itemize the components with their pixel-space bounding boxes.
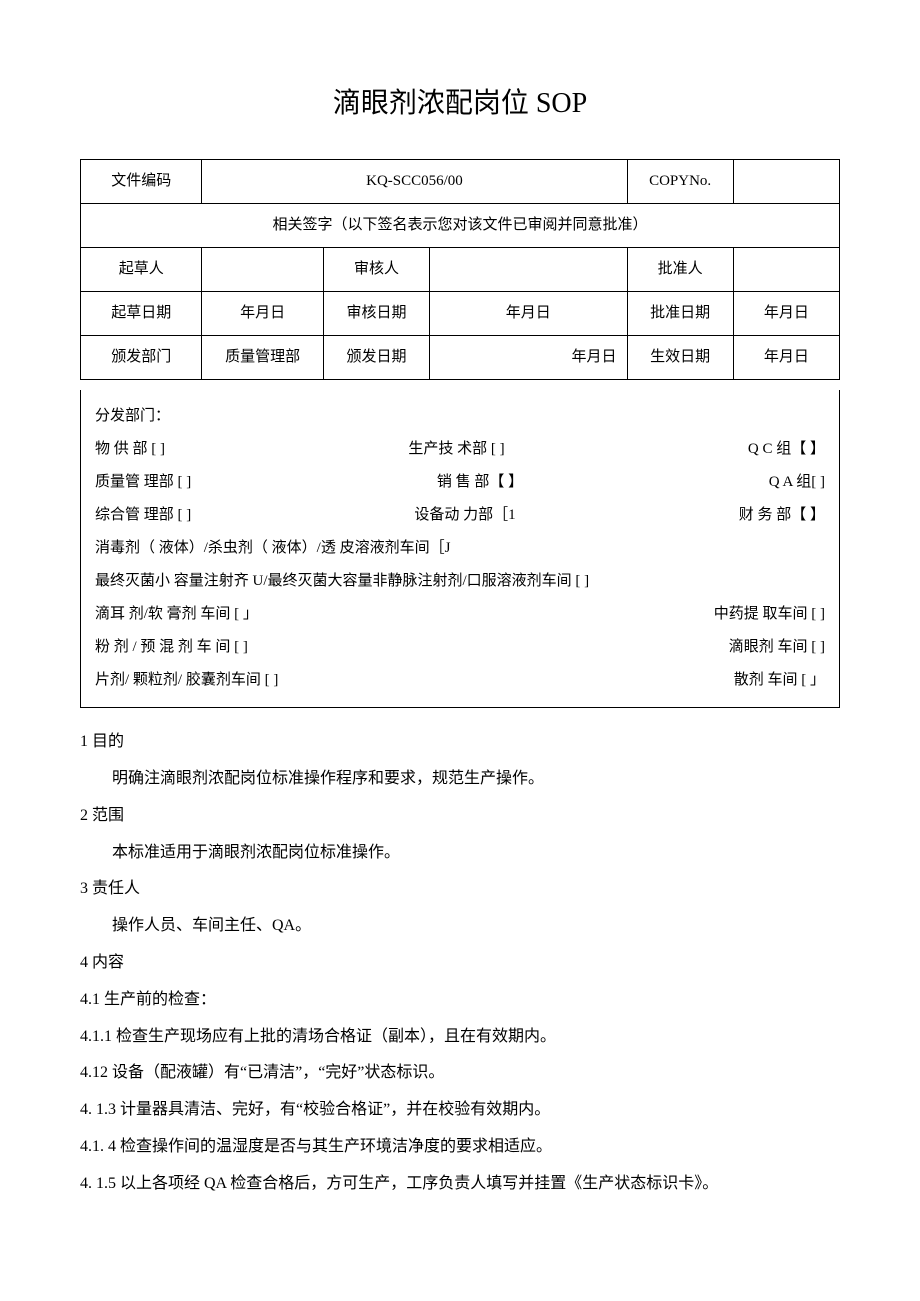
- section-heading: 3 责任人: [80, 875, 840, 904]
- body-text: 4.12 设备（配液罐）有“已清洁”，“完好”状态标识。: [80, 1059, 840, 1088]
- section-heading: 4 内容: [80, 949, 840, 978]
- dist-item: 综合管 理部 [ ]: [95, 499, 191, 532]
- issue-dept-label: 颁发部门: [81, 336, 202, 380]
- dist-item: 滴眼剂 车间 [ ]: [729, 631, 825, 664]
- body-text: 4. 1.5 以上各项经 QA 检查合格后，方可生产，工序负责人填写并挂置《生产…: [80, 1170, 840, 1199]
- header-table: 文件编码 KQ-SCC056/00 COPYNo. 相关签字（以下签名表示您对该…: [80, 159, 840, 380]
- dist-item: 设备动 力部［1: [414, 499, 515, 532]
- review-date-label: 审核日期: [323, 292, 429, 336]
- dist-item: Q C 组【 】: [748, 433, 825, 466]
- copy-value: [733, 160, 839, 204]
- dist-item: 物 供 部 [ ]: [95, 433, 165, 466]
- body-text: 4.1 生产前的检查：: [80, 986, 840, 1015]
- distribution-block: 分发部门： 物 供 部 [ ] 生产技 术部 [ ] Q C 组【 】 质量管 …: [80, 390, 840, 708]
- draft-date-label: 起草日期: [81, 292, 202, 336]
- dist-item: 散剂 车间 [ 」: [734, 664, 825, 697]
- effective-date-label: 生效日期: [627, 336, 733, 380]
- reviewer-value: [430, 248, 627, 292]
- dist-item: 最终灭菌小 容量注射齐 U/最终灭菌大容量非静脉注射剂/口服溶液剂车间 [ ]: [95, 565, 825, 598]
- body-text: 4.1.1 检查生产现场应有上批的清场合格证（副本），且在有效期内。: [80, 1023, 840, 1052]
- dist-item: 财 务 部【 】: [739, 499, 825, 532]
- dist-item: 质量管 理部 [ ]: [95, 466, 191, 499]
- dist-item: 滴耳 剂/软 膏剂 车间 [ 」: [95, 598, 258, 631]
- dist-item: 中药提 取车间 [ ]: [714, 598, 825, 631]
- issue-date-value: 年月日: [430, 336, 627, 380]
- reviewer-label: 审核人: [323, 248, 429, 292]
- body-text: 操作人员、车间主任、QA。: [80, 912, 840, 941]
- code-label: 文件编码: [81, 160, 202, 204]
- draft-date-value: 年月日: [202, 292, 323, 336]
- code-value: KQ-SCC056/00: [202, 160, 627, 204]
- body-text: 4.1. 4 检查操作间的温湿度是否与其生产环境洁净度的要求相适应。: [80, 1133, 840, 1162]
- dist-item: 销 售 部【 】: [437, 466, 523, 499]
- copy-label: COPYNo.: [627, 160, 733, 204]
- approver-value: [733, 248, 839, 292]
- body-text: 明确注滴眼剂浓配岗位标准操作程序和要求，规范生产操作。: [80, 765, 840, 794]
- signature-note: 相关签字（以下签名表示您对该文件已审阅并同意批准）: [81, 204, 840, 248]
- content-body: 1 目的 明确注滴眼剂浓配岗位标准操作程序和要求，规范生产操作。 2 范围 本标…: [80, 728, 840, 1198]
- dist-item: 片剂/ 颗粒剂/ 胶囊剂车间 [ ]: [95, 664, 278, 697]
- issue-date-label: 颁发日期: [323, 336, 429, 380]
- dist-item: 消毒剂（ 液体）/杀虫剂（ 液体）/透 皮溶液剂车间［J: [95, 532, 825, 565]
- section-heading: 2 范围: [80, 802, 840, 831]
- page-title: 滴眼剂浓配岗位 SOP: [80, 79, 840, 129]
- section-heading: 1 目的: [80, 728, 840, 757]
- drafter-label: 起草人: [81, 248, 202, 292]
- approver-label: 批准人: [627, 248, 733, 292]
- approve-date-label: 批准日期: [627, 292, 733, 336]
- dist-item: Q A 组[ ]: [769, 466, 825, 499]
- body-text: 本标准适用于滴眼剂浓配岗位标准操作。: [80, 839, 840, 868]
- issue-dept-value: 质量管理部: [202, 336, 323, 380]
- review-date-value: 年月日: [430, 292, 627, 336]
- drafter-value: [202, 248, 323, 292]
- body-text: 4. 1.3 计量器具清洁、完好，有“校验合格证”，并在校验有效期内。: [80, 1096, 840, 1125]
- approve-date-value: 年月日: [733, 292, 839, 336]
- dist-item: 生产技 术部 [ ]: [408, 433, 504, 466]
- dist-item: 粉 剂 / 预 混 剂 车 间 [ ]: [95, 631, 248, 664]
- effective-date-value: 年月日: [733, 336, 839, 380]
- distribution-title: 分发部门：: [95, 400, 825, 433]
